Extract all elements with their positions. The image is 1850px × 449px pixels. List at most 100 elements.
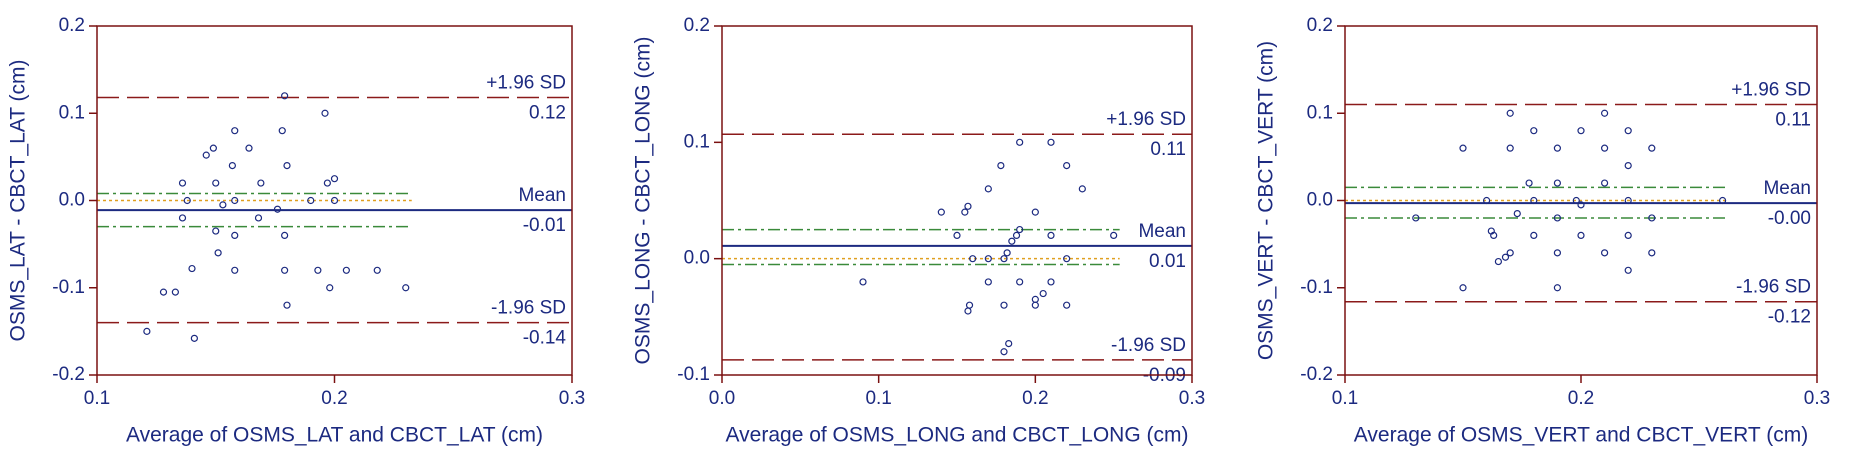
point xyxy=(254,214,263,222)
point xyxy=(984,255,992,263)
point xyxy=(1648,144,1656,152)
point xyxy=(1530,231,1538,239)
point xyxy=(1063,301,1071,309)
point xyxy=(1078,185,1086,193)
point xyxy=(373,266,381,274)
point xyxy=(1553,249,1562,257)
point xyxy=(1039,289,1047,298)
y-tick-label: -0.1 xyxy=(677,364,710,385)
point xyxy=(1718,196,1727,205)
y-tick-label: 0.2 xyxy=(684,15,710,36)
point xyxy=(402,284,410,292)
point xyxy=(1600,249,1609,257)
reference-value-label: -0.01 xyxy=(523,215,566,236)
point xyxy=(953,231,961,239)
x-tick-label: 0.3 xyxy=(1179,388,1205,409)
point xyxy=(1506,109,1514,117)
x-tick-label: 0.0 xyxy=(709,388,735,409)
point xyxy=(997,162,1005,170)
y-axis-label: OSMS_LAT - CBCT_LAT (cm) xyxy=(7,60,30,342)
plot-frame xyxy=(1344,25,1818,376)
panel: -0.2 -0.1 0.0 0.1 0.2 0.1 0.2 0.3 +1.96 SD 0.11 Me… xyxy=(1255,15,1831,447)
y-tick-label: 0.0 xyxy=(59,190,85,211)
point xyxy=(1000,301,1008,309)
reference-label: Mean xyxy=(518,185,566,206)
panel: -0.2 -0.1 0.0 0.1 0.2 0.1 0.2 0.3 +1.96 SD 0.12 Me… xyxy=(7,15,586,447)
point xyxy=(965,301,974,309)
point xyxy=(1648,249,1656,257)
point xyxy=(1624,196,1632,205)
point xyxy=(1624,231,1632,239)
point xyxy=(330,196,339,205)
y-axis-label: OSMS_LONG - CBCT_LONG (cm) xyxy=(632,37,655,365)
point xyxy=(1600,144,1609,152)
reference-value-label: 0.12 xyxy=(529,103,566,124)
reference-label: -1.96 SD xyxy=(1736,277,1811,298)
plot-frame xyxy=(721,25,1193,376)
point xyxy=(1600,109,1609,117)
y-tick-label: -0.2 xyxy=(52,364,85,385)
reference-value-label: -0.12 xyxy=(1768,307,1811,328)
point xyxy=(212,179,220,187)
point xyxy=(143,327,151,335)
point xyxy=(961,208,969,216)
point xyxy=(1016,138,1024,146)
y-tick-label: 0.0 xyxy=(1307,190,1333,211)
point xyxy=(1577,201,1585,209)
reference-label: +1.96 SD xyxy=(486,73,566,94)
point xyxy=(964,202,972,210)
point xyxy=(212,227,220,235)
plot-frame xyxy=(96,25,573,376)
x-tick-label: 0.1 xyxy=(1332,388,1358,409)
point xyxy=(937,208,945,216)
point xyxy=(1572,196,1580,205)
point xyxy=(1047,278,1055,286)
x-tick-label: 0.3 xyxy=(559,388,585,409)
point xyxy=(1553,284,1562,292)
y-tick-label: 0.0 xyxy=(684,248,710,269)
point xyxy=(231,231,239,239)
point xyxy=(209,144,217,152)
reference-value-label: -0.00 xyxy=(1768,208,1811,229)
point xyxy=(1553,214,1562,222)
point xyxy=(1459,284,1467,292)
y-tick-label: -0.1 xyxy=(52,277,85,298)
reference-value-label: 0.11 xyxy=(1150,139,1186,160)
panel: -0.1 0.0 0.1 0.2 0.0 0.1 0.2 0.3 +1.96 SD 0.11 Mea… xyxy=(632,15,1206,447)
point xyxy=(859,278,867,286)
x-tick-label: 0.3 xyxy=(1804,388,1830,409)
point xyxy=(202,151,210,159)
point xyxy=(1110,231,1118,239)
y-tick-label: 0.1 xyxy=(59,102,85,123)
point xyxy=(1577,127,1585,135)
point xyxy=(178,214,187,222)
point xyxy=(214,249,222,257)
reference-value-label: 0.11 xyxy=(1775,110,1811,131)
point xyxy=(1525,179,1533,187)
point xyxy=(281,92,289,100)
point xyxy=(964,307,972,315)
point xyxy=(321,109,329,117)
point xyxy=(1530,127,1538,135)
point xyxy=(245,144,253,152)
x-tick-label: 0.2 xyxy=(1022,388,1048,409)
point xyxy=(1012,231,1021,239)
y-tick-label: 0.2 xyxy=(1307,15,1333,36)
point xyxy=(231,127,239,135)
x-axis-label: Average of OSMS_VERT and CBCT_VERT (cm) xyxy=(1354,424,1808,447)
point xyxy=(159,288,168,296)
point xyxy=(326,284,334,292)
point xyxy=(1494,257,1503,266)
point xyxy=(323,179,331,187)
point xyxy=(307,196,315,205)
y-tick-label: 0.1 xyxy=(684,131,710,152)
reference-label: Mean xyxy=(1763,178,1811,199)
point xyxy=(1016,225,1024,234)
point xyxy=(1031,295,1039,303)
point xyxy=(228,162,236,170)
point xyxy=(1577,231,1585,239)
reference-label: Mean xyxy=(1138,221,1186,242)
point xyxy=(1482,196,1491,205)
point xyxy=(278,127,286,135)
